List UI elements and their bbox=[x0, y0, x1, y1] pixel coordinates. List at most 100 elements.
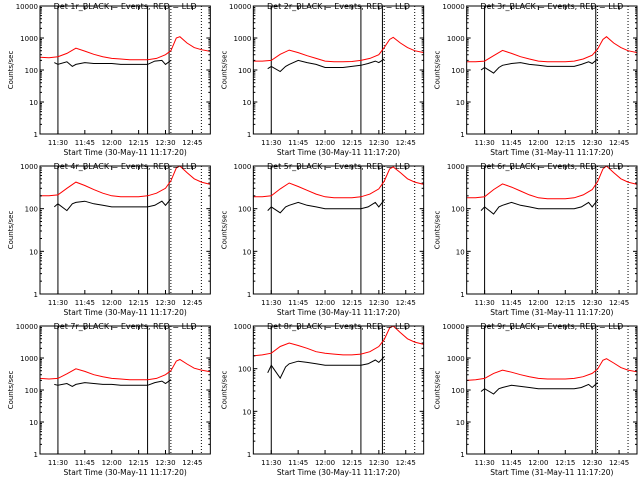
x-tick-label: 12:15 bbox=[555, 459, 575, 467]
plot-frame bbox=[39, 5, 211, 135]
y-tick-label: 10000 bbox=[229, 3, 251, 11]
y-tick-label: 10 bbox=[29, 419, 38, 427]
x-tick-label: 12:00 bbox=[102, 459, 122, 467]
chart-panel-2: 1 10 100 1000 10000 11:30 11:45 12:00 12:15 12:30… bbox=[220, 2, 425, 157]
chart-panel-9: 1 10 100 1000 10000 11:30 11:45 12:00 12:15 12:30… bbox=[434, 322, 638, 477]
series-lld-line bbox=[40, 165, 211, 198]
x-tick-label: 12:00 bbox=[528, 299, 548, 307]
x-tick-label: 11:45 bbox=[75, 459, 95, 467]
y-tick-label: 100 bbox=[25, 67, 38, 75]
y-tick-label: 10 bbox=[456, 248, 465, 256]
x-tick-label: 12:30 bbox=[369, 299, 389, 307]
y-axis-label: Counts/sec bbox=[7, 51, 15, 90]
x-tick-label: 12:00 bbox=[528, 139, 548, 147]
x-tick-label: 11:45 bbox=[288, 139, 308, 147]
x-axis-label: Start Time (30-May-11 11:17:20) bbox=[64, 468, 187, 477]
series-events-line bbox=[54, 379, 172, 387]
y-axis-label: Counts/sec bbox=[7, 371, 15, 410]
x-tick-label: 12:15 bbox=[342, 299, 362, 307]
series-events-line bbox=[480, 199, 598, 215]
x-tick-label: 12:00 bbox=[528, 459, 548, 467]
x-tick-label: 12:15 bbox=[129, 139, 149, 147]
plot-frame bbox=[466, 165, 638, 295]
chart-title: Det 5r_BLACK = Events, RED = LLD bbox=[267, 162, 410, 171]
x-tick-label: 11:30 bbox=[261, 459, 281, 467]
y-tick-label: 10000 bbox=[16, 323, 38, 331]
series-events-line bbox=[53, 198, 172, 212]
x-tick-label: 11:30 bbox=[48, 139, 68, 147]
series-events-line bbox=[480, 382, 598, 395]
x-tick-label: 11:45 bbox=[75, 299, 95, 307]
chart-title: Det 2r_BLACK = Events, RED = LLD bbox=[267, 2, 410, 11]
y-tick-label: 1 bbox=[460, 131, 464, 139]
series-events-line bbox=[267, 199, 385, 214]
y-tick-label: 10 bbox=[456, 419, 465, 427]
y-axis-label: Counts/sec bbox=[220, 211, 228, 250]
x-tick-label: 12:00 bbox=[315, 139, 335, 147]
series-lld-line bbox=[39, 36, 211, 61]
y-tick-label: 1 bbox=[247, 291, 251, 299]
x-tick-label: 12:00 bbox=[315, 459, 335, 467]
x-axis-label: Start Time (31-May-11 11:17:20) bbox=[490, 308, 613, 317]
series-lld-line bbox=[466, 358, 638, 381]
x-tick-label: 12:15 bbox=[555, 299, 575, 307]
y-axis-label: Counts/sec bbox=[434, 51, 442, 90]
y-tick-label: 100 bbox=[25, 206, 38, 214]
y-tick-label: 1000 bbox=[447, 163, 465, 171]
y-tick-label: 10 bbox=[242, 248, 251, 256]
y-tick-label: 100 bbox=[451, 387, 464, 395]
plot-frame bbox=[252, 325, 425, 455]
y-tick-label: 1000 bbox=[20, 355, 38, 363]
x-tick-label: 11:30 bbox=[48, 459, 68, 467]
chart-title: Det 7r_BLACK = Events, RED = LLD bbox=[54, 322, 197, 331]
y-tick-label: 1000 bbox=[447, 35, 465, 43]
x-tick-label: 12:45 bbox=[182, 139, 202, 147]
series-events-line bbox=[267, 356, 385, 380]
y-tick-label: 10000 bbox=[442, 3, 464, 11]
y-tick-label: 1 bbox=[34, 131, 38, 139]
series-lld-line bbox=[253, 36, 424, 63]
x-tick-label: 12:30 bbox=[582, 459, 602, 467]
y-axis-label: Counts/sec bbox=[434, 211, 442, 250]
x-axis-label: Start Time (30-May-11 11:17:20) bbox=[277, 308, 400, 317]
x-tick-label: 11:30 bbox=[261, 299, 281, 307]
y-tick-label: 1000 bbox=[234, 35, 252, 43]
chart-title: Det 4r_BLACK = Events, RED = LLD bbox=[54, 162, 197, 171]
x-tick-label: 12:15 bbox=[555, 139, 575, 147]
x-tick-label: 11:30 bbox=[475, 459, 495, 467]
x-tick-label: 12:30 bbox=[155, 299, 175, 307]
chart-panel-7: 1 10 100 1000 10000 11:30 11:45 12:00 12:15 12:30… bbox=[7, 322, 211, 477]
y-tick-label: 100 bbox=[238, 67, 251, 75]
x-axis-label: Start Time (31-May-11 11:17:20) bbox=[490, 468, 613, 477]
x-tick-label: 12:45 bbox=[182, 299, 202, 307]
y-tick-label: 1 bbox=[460, 291, 464, 299]
x-tick-label: 12:45 bbox=[182, 459, 202, 467]
y-tick-label: 10 bbox=[29, 248, 38, 256]
chart-title: Det 1r_BLACK = Events, RED = LLD bbox=[54, 2, 197, 11]
y-tick-label: 1000 bbox=[447, 355, 465, 363]
y-axis-label: Counts/sec bbox=[220, 51, 228, 90]
y-tick-label: 1 bbox=[34, 291, 38, 299]
x-tick-label: 11:30 bbox=[475, 299, 495, 307]
x-tick-label: 12:15 bbox=[342, 139, 362, 147]
y-tick-label: 100 bbox=[238, 206, 251, 214]
series-events-line bbox=[480, 58, 598, 74]
y-tick-label: 1 bbox=[34, 451, 38, 459]
y-tick-label: 10000 bbox=[442, 323, 464, 331]
x-tick-label: 12:30 bbox=[582, 299, 602, 307]
y-tick-label: 10 bbox=[242, 408, 251, 416]
x-tick-label: 12:30 bbox=[155, 139, 175, 147]
series-lld-line bbox=[466, 165, 638, 200]
x-tick-label: 12:00 bbox=[102, 299, 122, 307]
x-tick-label: 12:30 bbox=[582, 139, 602, 147]
y-axis-label: Counts/sec bbox=[7, 211, 15, 250]
chart-panel-1: 1 10 100 1000 10000 11:30 11:45 12:00 12:15 12:30… bbox=[7, 2, 211, 157]
x-tick-label: 11:45 bbox=[501, 459, 521, 467]
plot-frame bbox=[39, 325, 211, 455]
x-tick-label: 12:45 bbox=[396, 299, 416, 307]
x-tick-label: 12:45 bbox=[609, 139, 629, 147]
y-tick-label: 100 bbox=[451, 206, 464, 214]
chart-panel-4: 1 10 100 1000 11:30 11:45 12:00 12:15 12:30 12:45… bbox=[7, 162, 211, 317]
x-tick-label: 11:30 bbox=[475, 139, 495, 147]
